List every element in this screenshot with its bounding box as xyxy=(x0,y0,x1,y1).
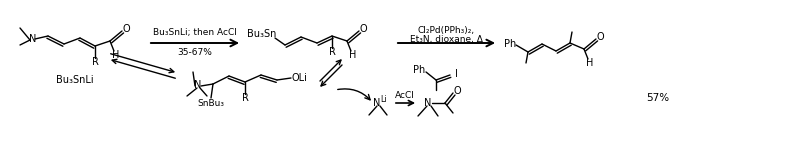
Text: OLi: OLi xyxy=(291,73,307,83)
Text: AcCl: AcCl xyxy=(395,90,415,99)
Text: H: H xyxy=(350,50,357,60)
Text: Bu₃SnLi; then AcCl: Bu₃SnLi; then AcCl xyxy=(153,28,237,37)
Text: Bu₃Sn: Bu₃Sn xyxy=(247,29,277,39)
Text: N: N xyxy=(194,80,202,90)
Text: SnBu₃: SnBu₃ xyxy=(198,99,225,108)
Text: H: H xyxy=(586,58,594,68)
Text: R: R xyxy=(329,47,335,57)
Text: R: R xyxy=(91,57,98,67)
Text: Bu₃SnLi: Bu₃SnLi xyxy=(56,75,94,85)
Text: O: O xyxy=(596,32,604,42)
Text: 57%: 57% xyxy=(646,93,670,103)
Text: Cl₂Pd(PPh₃)₂,: Cl₂Pd(PPh₃)₂, xyxy=(418,25,474,34)
Text: N: N xyxy=(424,98,432,108)
Text: O: O xyxy=(359,24,367,34)
Text: O: O xyxy=(453,86,461,96)
Text: R: R xyxy=(242,93,249,103)
Text: O: O xyxy=(122,24,130,34)
Text: Et₃N, dioxane, Δ: Et₃N, dioxane, Δ xyxy=(410,34,482,44)
Text: N: N xyxy=(30,34,37,44)
Text: N: N xyxy=(374,98,381,108)
Text: Ph: Ph xyxy=(504,39,516,49)
Text: H: H xyxy=(112,50,120,60)
Text: I: I xyxy=(455,69,458,79)
Text: Ph: Ph xyxy=(413,65,425,75)
Text: 35-67%: 35-67% xyxy=(178,48,213,57)
Text: Li: Li xyxy=(380,95,386,104)
